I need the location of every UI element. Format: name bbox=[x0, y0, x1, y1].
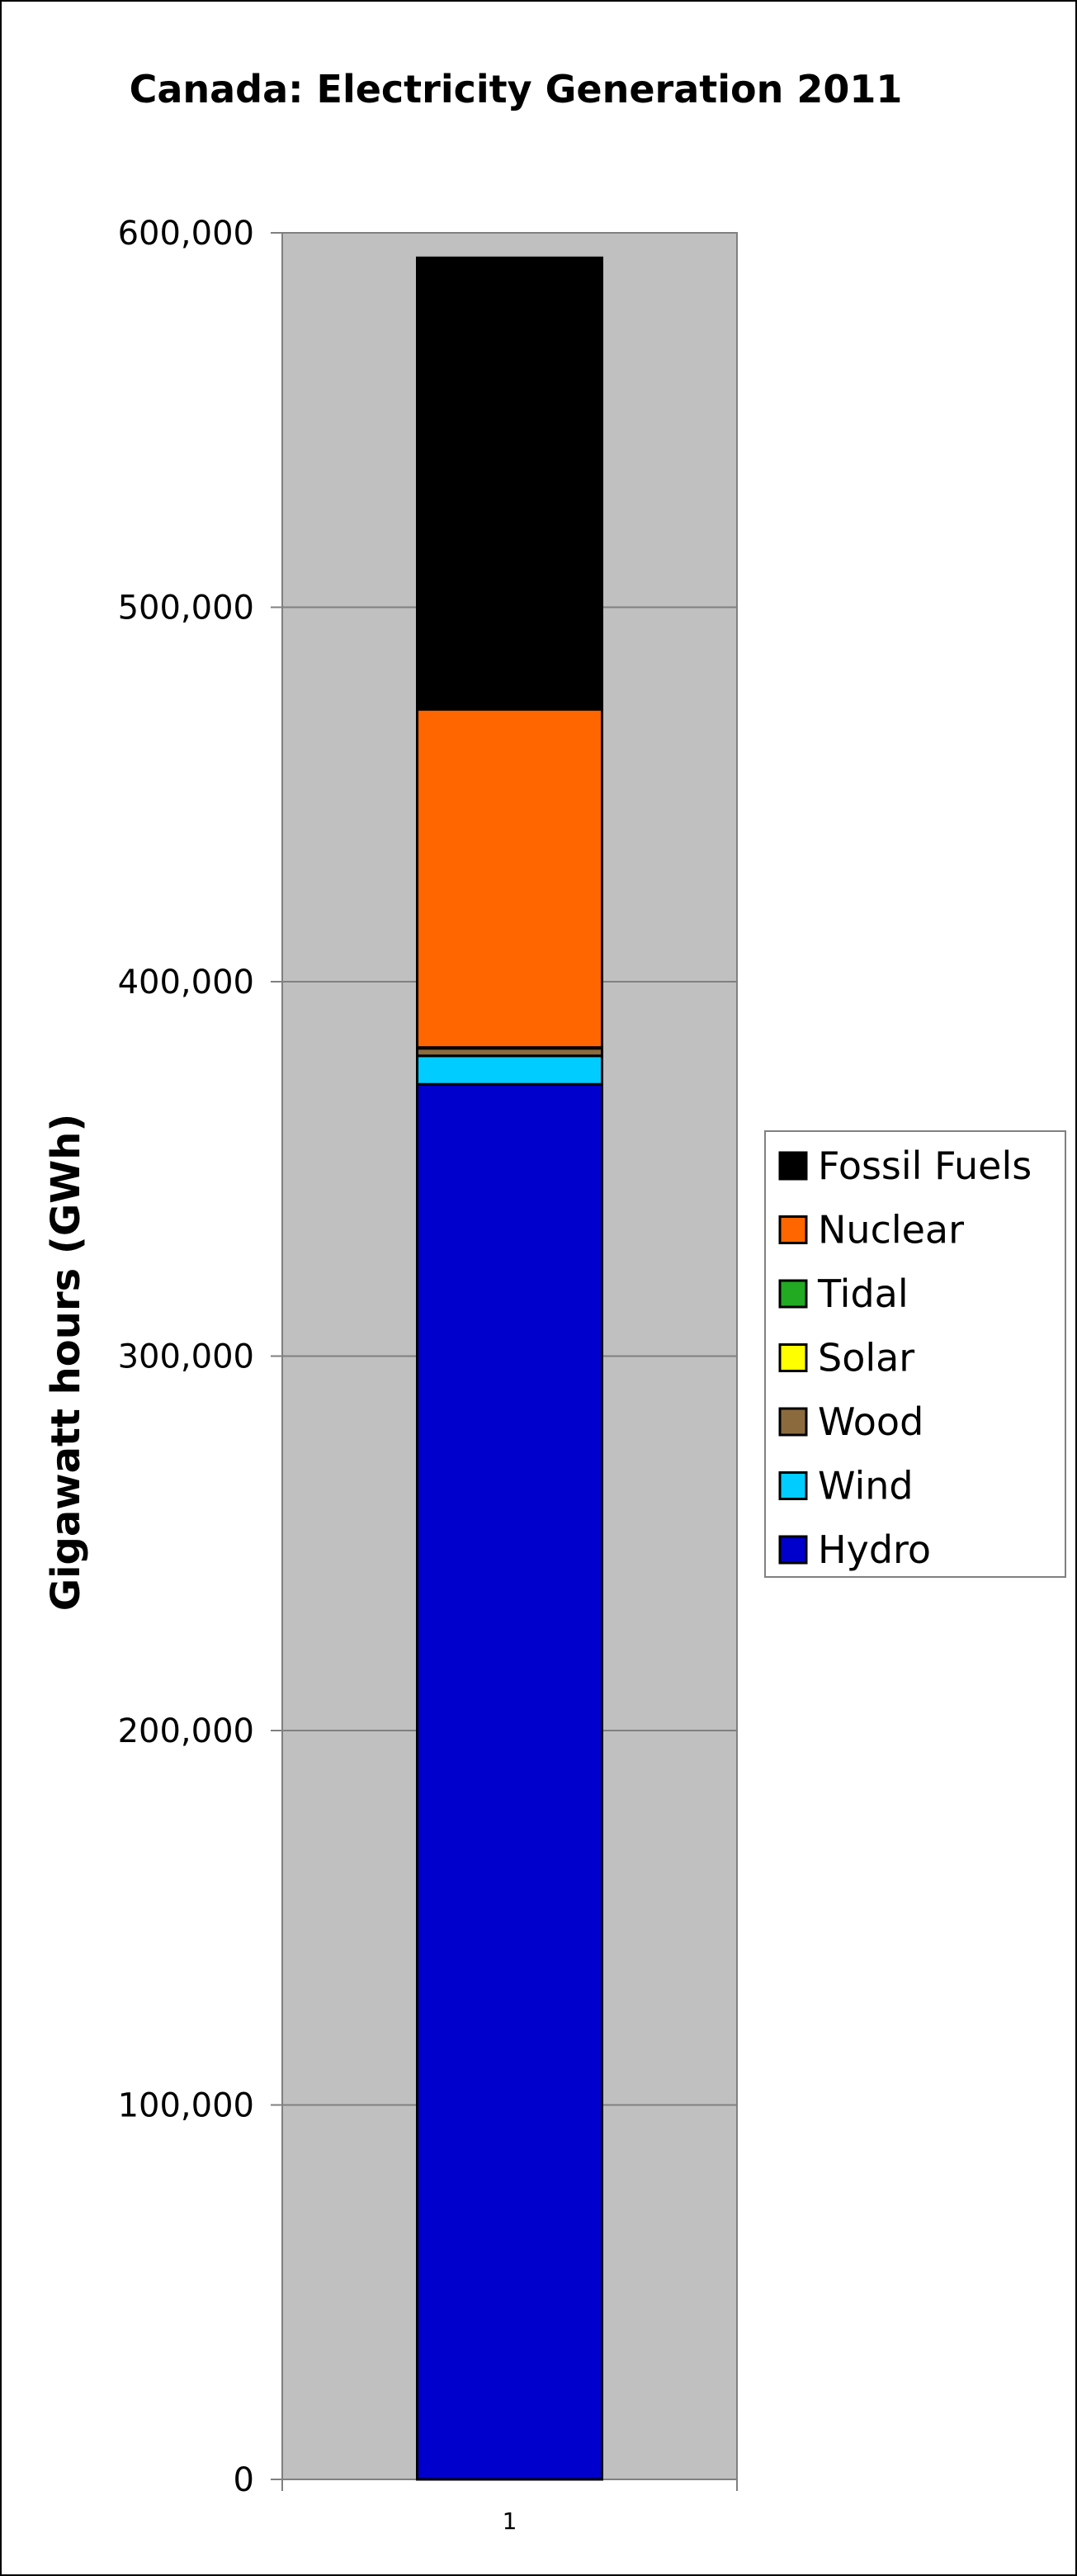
legend-box bbox=[764, 1130, 1066, 1578]
x-tick-label: 1 bbox=[503, 2507, 517, 2535]
bar-segment-hydro bbox=[416, 1082, 603, 2481]
plot-area: 0 100,000 200,000 300,000 400,000 500,000 600,… bbox=[118, 215, 738, 2535]
legend-swatch-solar bbox=[778, 1343, 808, 1372]
chart-title: Canada: Electricity Generation 2011 bbox=[130, 67, 903, 111]
y-tick-label: 100,000 bbox=[118, 2087, 254, 2125]
legend-label-tidal: Tidal bbox=[817, 1271, 909, 1316]
y-tick-label: 400,000 bbox=[118, 964, 254, 1002]
legend-label-wood: Wood bbox=[818, 1399, 923, 1444]
legend-label-fossil-fuels: Fossil Fuels bbox=[818, 1144, 1032, 1188]
legend-swatch-hydro bbox=[778, 1535, 808, 1565]
bar-segment-wind bbox=[416, 1054, 603, 1086]
y-axis-label: Gigawatt hours (GWh) bbox=[43, 1114, 89, 1612]
legend-label-wind: Wind bbox=[818, 1464, 914, 1508]
y-tick-label: 500,000 bbox=[118, 590, 254, 627]
y-tick-label: 200,000 bbox=[118, 1712, 254, 1750]
legend-swatch-fossil-fuels bbox=[778, 1151, 808, 1181]
legend-swatch-wind bbox=[778, 1471, 808, 1500]
legend-label-solar: Solar bbox=[818, 1336, 914, 1380]
legend: Fossil Fuels Nuclear Tidal Solar Wood Wind Hyd… bbox=[764, 1130, 1066, 1578]
legend-label-hydro: Hydro bbox=[818, 1527, 931, 1572]
y-tick-label: 300,000 bbox=[118, 1338, 254, 1376]
legend-swatch-tidal bbox=[778, 1279, 808, 1309]
bar-segment-nuclear bbox=[416, 708, 603, 1049]
legend-label-nuclear: Nuclear bbox=[818, 1208, 964, 1252]
legend-swatch-wood bbox=[778, 1407, 808, 1437]
y-tick-label: 0 bbox=[234, 2461, 254, 2499]
y-tick-label: 600,000 bbox=[118, 215, 254, 253]
legend-swatch-nuclear bbox=[778, 1215, 808, 1244]
bar-segment-fossil-fuels bbox=[416, 256, 603, 711]
